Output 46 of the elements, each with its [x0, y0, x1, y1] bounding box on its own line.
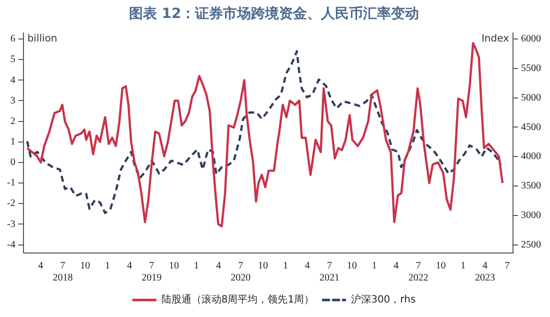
y2-tick-label: 5000 [521, 92, 541, 104]
y-tick-label: 0 [10, 157, 16, 168]
x-tick-label: 7 2019 [142, 260, 162, 284]
legend-label: 沪深300，rhs [351, 294, 416, 306]
y-tick-label: 4 [10, 74, 16, 86]
y-tick-label: -3 [6, 218, 16, 230]
x-tick-label: 4 [394, 260, 399, 272]
chart-title: 图表 12：证券市场跨境资金、人民币汇率变动 [128, 5, 420, 22]
x-tick-label: 1 [372, 260, 377, 272]
x-tick-label: 10 [346, 260, 357, 272]
x-tick-label: 7 2018 [52, 260, 73, 284]
x-tick-label: 7 2022 [408, 260, 428, 284]
x-tick-label: 7 2021 [319, 260, 340, 284]
y-tick-label: 3 [10, 95, 16, 106]
y2-tick-label: 4000 [521, 151, 541, 162]
y2-tick-label: 6000 [521, 34, 541, 45]
y-tick-label: -1 [6, 178, 16, 189]
x-tick-label: 4 [304, 260, 310, 272]
y-tick-label: -2 [6, 198, 16, 210]
x-tick-label: 4 [216, 260, 222, 272]
y2-axis-title: Index [481, 34, 510, 45]
x-tick-label: 4 [38, 260, 44, 272]
y-tick-label: 1 [10, 136, 16, 148]
y-tick-label: 2 [10, 116, 16, 127]
x-tick-label: 10 [436, 260, 446, 272]
y2-tick-label: 3500 [521, 180, 541, 192]
y-tick-label: 6 [10, 34, 16, 45]
x-tick-label: 10 [80, 260, 90, 272]
x-tick-label: 10 [258, 260, 268, 272]
y2-tick-label: 4500 [521, 122, 541, 133]
y2-tick-label: 5500 [521, 63, 541, 74]
x-tick-label: 1 [460, 260, 466, 272]
legend-label: 陆股通（滚动8周平均，领先1周） [161, 294, 314, 306]
x-tick-label: 4 [126, 260, 132, 272]
x-tick-label: 10 [168, 260, 179, 272]
x-tick-label: 7 2020 [230, 260, 251, 284]
x-tick-label: 4 2023 [475, 260, 496, 284]
x-tick-label: 1 [105, 260, 110, 272]
x-tick-label: 7 [504, 260, 510, 272]
x-tick-label: 1 [194, 260, 199, 272]
y-tick-label: 5 [10, 54, 16, 66]
y-tick-label: -4 [6, 239, 16, 250]
x-tick-label: 1 [282, 260, 288, 272]
y2-tick-label: 3000 [521, 210, 541, 221]
y-axis-title: billion [27, 34, 58, 45]
y2-tick-label: 2500 [521, 239, 541, 250]
